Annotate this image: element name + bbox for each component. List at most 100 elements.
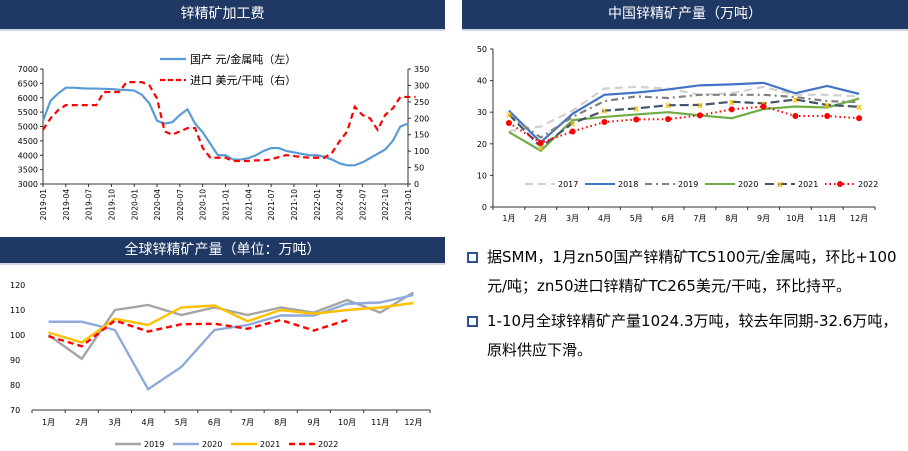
- left-tick-label: 6500: [18, 79, 38, 88]
- global-production-chart: 70 80 90 100 110 120 1月 2月 3月 4月 5月 6月 7月 8月 9月 10月 11月 1…: [10, 281, 431, 449]
- x-tick-label: 8月: [274, 418, 287, 427]
- point-2021: x: [793, 96, 799, 106]
- x-tick-label: 4月: [142, 418, 155, 427]
- x-tick-label: 9月: [757, 214, 770, 223]
- import-tc-line: [42, 81, 416, 163]
- point-2021: x: [602, 107, 608, 117]
- point-2021: x: [633, 104, 639, 114]
- legend-label-2022: 2022: [318, 440, 338, 449]
- y-tick-label: 100: [10, 331, 25, 340]
- legend-label-2020: 2020: [202, 440, 222, 449]
- x-tick-label: 2月: [75, 418, 88, 427]
- right-tick-label: 0: [414, 180, 419, 189]
- point-2021: x: [697, 101, 703, 111]
- square-bullet-icon: [467, 252, 478, 263]
- x-tick-label: 2020-07: [176, 189, 185, 221]
- x-tick-label: 4月: [598, 214, 611, 223]
- x-tick-label: 12月: [850, 214, 868, 223]
- point-2022: [728, 106, 735, 113]
- x-tick-label: 11月: [818, 214, 836, 223]
- tc-chart-title-bar: 锌精矿加工费: [0, 0, 445, 31]
- right-tick-label: 100: [414, 147, 429, 156]
- legend-domestic-label: 国产 元/金属吨（左）: [190, 52, 296, 66]
- x-tick-label: 5月: [175, 418, 188, 427]
- legend-label-2017: 2017: [558, 180, 578, 189]
- bullet-text: 1-10月全球锌精矿产量1024.3万吨，较去年同期-32.6万吨，原料供应下滑…: [487, 312, 898, 359]
- summary-bullets: 据SMM，1月zn50国产锌精矿TC5100元/金属吨，环比+100元/吨；zn…: [465, 243, 905, 371]
- y-tick-label: 10: [477, 171, 487, 180]
- x-tick-label: 8月: [725, 214, 738, 223]
- left-tick-label: 4000: [18, 151, 38, 160]
- point-2022: [569, 128, 576, 135]
- left-tick-label: 7000: [18, 65, 38, 74]
- china-chart-title-bar: 中国锌精矿产量（万吨）: [462, 0, 908, 31]
- point-2021: x: [824, 101, 830, 111]
- series-line-2018: [508, 81, 860, 144]
- right-tick-label: 300: [414, 81, 429, 90]
- bullet-text: 据SMM，1月zn50国产锌精矿TC5100元/金属吨，环比+100元/吨；zn…: [487, 248, 897, 295]
- x-tick-label: 2022-10: [381, 189, 390, 221]
- x-tick-label: 2019-07: [85, 189, 94, 221]
- legend-import-label: 进口 美元/干吨（右）: [190, 73, 296, 87]
- domestic-tc-line: [41, 86, 409, 167]
- y-tick-label: 70: [10, 406, 20, 415]
- x-tick-label: 2019-01: [39, 189, 48, 221]
- x-tick-label: 10月: [338, 418, 356, 427]
- point-2021: x: [665, 101, 671, 111]
- right-tick-label: 200: [414, 114, 429, 123]
- left-tick-label: 4500: [18, 137, 38, 146]
- x-tick-label: 2021-10: [290, 189, 299, 221]
- point-2022: [824, 112, 831, 119]
- x-tick-label: 2月: [534, 214, 547, 223]
- x-tick-label: 3月: [108, 418, 121, 427]
- y-tick-label: 120: [10, 281, 25, 290]
- y-tick-label: 80: [10, 381, 20, 390]
- x-tick-label: 11月: [371, 418, 389, 427]
- series-line-2019: [47, 291, 415, 361]
- y-tick-label: 0: [482, 203, 487, 212]
- legend-label-2021: 2021: [798, 180, 818, 189]
- point-2021: x: [538, 143, 544, 153]
- point-2021: x: [729, 98, 735, 108]
- left-tick-label: 3500: [18, 166, 38, 175]
- x-tick-label: 2021-04: [244, 189, 253, 221]
- tc-chart: 3000 3500 4000 4500 5000 5500 6000 6500 7000 0 50 1…: [18, 52, 430, 221]
- x-tick-label: 2022-07: [358, 189, 367, 221]
- bullet-item: 据SMM，1月zn50国产锌精矿TC5100元/金属吨，环比+100元/吨；zn…: [465, 243, 905, 301]
- x-tick-label: 2022-01: [313, 189, 322, 221]
- y-tick-label: 110: [10, 306, 25, 315]
- bullet-item: 1-10月全球锌精矿产量1024.3万吨，较去年同期-32.6万吨，原料供应下滑…: [465, 307, 905, 365]
- right-tick-label: 250: [414, 98, 429, 107]
- point-2022: [792, 112, 799, 119]
- x-tick-label: 6月: [662, 214, 675, 223]
- series-line-2021: [48, 301, 414, 344]
- legend-label-2021: 2021: [260, 440, 280, 449]
- x-tick-label: 3月: [566, 214, 579, 223]
- x-tick-label: 2020-10: [199, 189, 208, 221]
- right-tick-label: 150: [414, 131, 429, 140]
- legend-marker-2021: x: [777, 180, 783, 190]
- x-tick-label: 10月: [786, 214, 804, 223]
- x-tick-label: 2019-10: [107, 189, 116, 221]
- x-tick-label: 2019-04: [62, 189, 71, 221]
- x-tick-label: 5月: [630, 214, 643, 223]
- right-tick-label: 350: [414, 65, 429, 74]
- x-tick-label: 12月: [404, 418, 422, 427]
- legend-label-2022: 2022: [858, 180, 878, 189]
- china-production-chart: 0 10 20 30 40 50 1月 2月 3月 4月 5月 6月 7月 8月 9月 10月 11月 12月 x x…: [477, 45, 879, 223]
- legend-label-2019: 2019: [144, 440, 164, 449]
- x-tick-label: 2020-04: [153, 189, 162, 221]
- x-tick-label: 6月: [208, 418, 221, 427]
- legend-label-2020: 2020: [738, 180, 758, 189]
- y-tick-label: 30: [477, 108, 487, 117]
- left-tick-label: 5500: [18, 108, 38, 117]
- global-chart-title: 全球锌精矿产量（单位：万吨）: [124, 242, 321, 258]
- point-2022: [665, 116, 672, 123]
- tc-chart-title: 锌精矿加工费: [180, 6, 265, 22]
- right-tick-label: 50: [414, 164, 424, 173]
- y-tick-label: 20: [477, 140, 487, 149]
- point-2022: [505, 119, 512, 126]
- point-2021: x: [856, 103, 862, 113]
- y-tick-label: 50: [477, 45, 487, 54]
- x-tick-label: 2021-01: [222, 189, 231, 221]
